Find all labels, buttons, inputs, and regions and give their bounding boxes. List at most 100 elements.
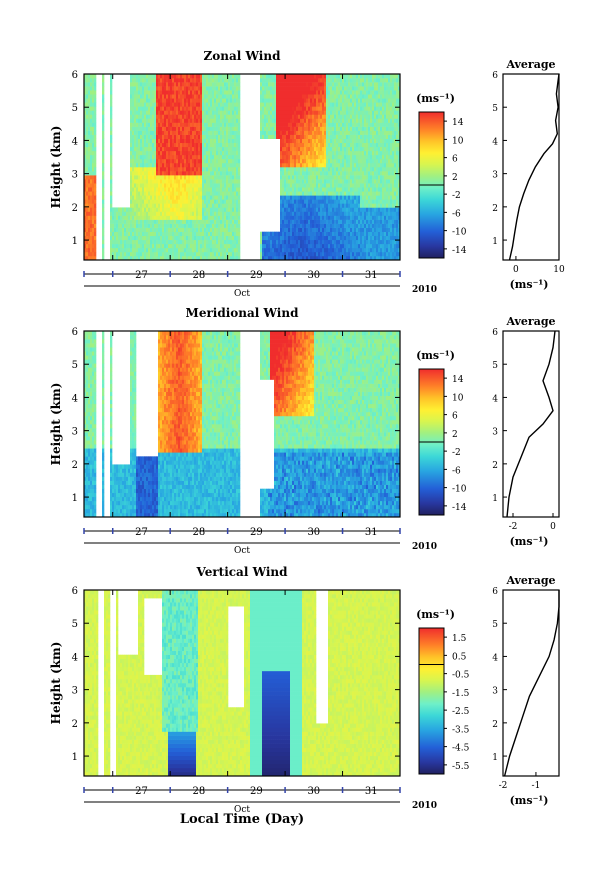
heatmap-cell <box>152 227 155 232</box>
heatmap-cell <box>284 78 287 83</box>
heatmap-cell <box>308 183 311 188</box>
heatmap-cell <box>102 102 105 107</box>
heatmap-cell <box>174 146 177 152</box>
heatmap-cell <box>304 243 307 249</box>
heatmap-cell <box>238 227 241 232</box>
heatmap-cell <box>336 122 339 127</box>
heatmap-cell <box>348 195 351 200</box>
heatmap-cell <box>138 150 141 156</box>
heatmap-cell <box>226 223 229 228</box>
heatmap-cell <box>352 231 355 237</box>
heatmap-cell <box>216 219 219 224</box>
heatmap-cell <box>182 142 185 148</box>
heatmap-cell <box>238 78 241 83</box>
heatmap-cell <box>160 158 163 164</box>
heatmap-cell <box>330 171 333 176</box>
heatmap-cell <box>326 223 329 228</box>
heatmap-cell <box>232 146 235 152</box>
heatmap-cell <box>146 154 149 160</box>
heatmap-cell <box>120 231 123 237</box>
heatmap-cell <box>332 239 335 245</box>
heatmap-cell <box>322 138 325 144</box>
heatmap-cell <box>150 187 153 192</box>
heatmap-cell <box>342 74 345 79</box>
heatmap-cell <box>186 158 189 164</box>
heatmap-cell <box>330 106 333 111</box>
heatmap-cell <box>184 211 187 216</box>
heatmap-cell <box>262 78 265 83</box>
heatmap-cell <box>182 74 185 79</box>
heatmap-cell <box>338 106 341 111</box>
heatmap-cell <box>340 175 343 180</box>
heatmap-cell <box>318 114 321 119</box>
heatmap-cell <box>306 138 309 144</box>
heatmap-cell <box>342 195 345 200</box>
heatmap-cell <box>322 207 325 212</box>
heatmap-cell <box>236 142 239 148</box>
heatmap-cell <box>144 251 147 257</box>
heatmap-cell <box>340 102 343 107</box>
heatmap-cell <box>148 167 151 172</box>
heatmap-cell <box>122 227 125 232</box>
heatmap-cell <box>110 235 113 241</box>
heatmap-cell <box>90 78 93 83</box>
heatmap-cell <box>124 219 127 224</box>
heatmap-cell <box>340 110 343 115</box>
heatmap-cell <box>234 239 237 245</box>
heatmap-cell <box>190 179 193 184</box>
heatmap-cell <box>280 235 283 241</box>
heatmap-cell <box>238 167 241 172</box>
heatmap-cell <box>298 106 301 111</box>
heatmap-cell <box>334 195 337 200</box>
heatmap-cell <box>298 134 301 139</box>
heatmap-cell <box>138 239 141 245</box>
heatmap-cell <box>134 187 137 192</box>
heatmap-cell <box>112 211 115 216</box>
heatmap-cell <box>200 74 203 79</box>
heatmap-cell <box>134 207 137 212</box>
heatmap-cell <box>232 86 235 91</box>
heatmap-cell <box>212 106 215 111</box>
heatmap-cell <box>142 134 145 139</box>
heatmap-cell <box>206 162 209 168</box>
heatmap-cell <box>220 199 223 204</box>
heatmap-cell <box>154 146 157 152</box>
heatmap-cell <box>102 219 105 224</box>
heatmap-cell <box>90 223 93 228</box>
heatmap-cell <box>166 227 169 232</box>
heatmap-cell <box>346 126 349 131</box>
heatmap-cell <box>350 167 353 172</box>
heatmap-cell <box>344 255 347 261</box>
heatmap-cell <box>342 219 345 224</box>
heatmap-cell <box>198 122 201 127</box>
heatmap-cell <box>234 162 237 168</box>
heatmap-cell <box>296 146 299 152</box>
heatmap-cell <box>176 158 179 164</box>
heatmap-cell <box>124 247 127 253</box>
heatmap-cell <box>176 195 179 200</box>
heatmap-cell <box>150 110 153 115</box>
heatmap-cell <box>134 138 137 144</box>
heatmap-cell <box>86 162 89 168</box>
heatmap-cell <box>348 207 351 212</box>
heatmap-cell <box>166 187 169 192</box>
heatmap-cell <box>306 154 309 160</box>
heatmap-cell <box>154 154 157 160</box>
heatmap-cell <box>338 167 341 172</box>
heatmap-cell <box>300 158 303 164</box>
heatmap-cell <box>160 110 163 115</box>
heatmap-cell <box>88 203 91 208</box>
heatmap-cell <box>330 142 333 148</box>
heatmap-cell <box>154 78 157 83</box>
heatmap-cell <box>102 195 105 200</box>
heatmap-cell <box>86 183 89 188</box>
heatmap-cell <box>304 82 307 87</box>
heatmap-cell <box>208 102 211 107</box>
heatmap-cell <box>342 138 345 144</box>
heatmap-cell <box>238 243 241 249</box>
heatmap-cell <box>186 150 189 156</box>
heatmap-cell <box>292 239 295 245</box>
heatmap-cell <box>140 175 143 180</box>
heatmap-cell <box>190 102 193 107</box>
heatmap-cell <box>328 179 331 184</box>
